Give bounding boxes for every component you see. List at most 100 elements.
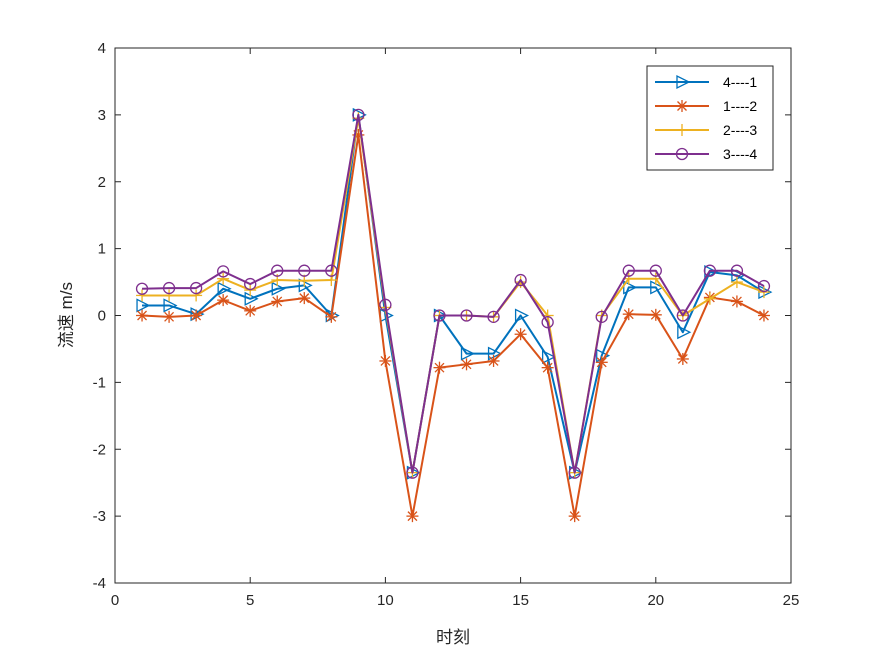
data-point [244, 277, 257, 291]
data-point [352, 108, 365, 122]
data-point [460, 346, 475, 361]
y-tick-label: -4 [93, 575, 106, 592]
legend-marker [675, 147, 689, 161]
legend-marker [676, 124, 688, 136]
legend-label: 1----2 [723, 98, 757, 114]
y-tick-label: 3 [98, 107, 106, 124]
data-point [379, 298, 392, 311]
data-point [568, 510, 581, 523]
legend: 4----1 1----2 2----3 3----4 [646, 65, 774, 171]
legend-entry: 3----4 [655, 146, 757, 162]
data-point [541, 316, 554, 329]
data-point [163, 289, 176, 302]
data-point [271, 281, 286, 296]
y-tick-label: -3 [93, 508, 106, 525]
data-point [676, 352, 689, 365]
data-point [703, 292, 716, 305]
legend-marker [676, 100, 688, 112]
x-tick-label: 15 [512, 592, 529, 609]
series-4 [135, 108, 771, 479]
series-2 [136, 128, 770, 523]
data-point [487, 346, 503, 361]
legend-entry: 4----1 [655, 74, 757, 90]
data-point [649, 308, 662, 321]
data-point [730, 295, 743, 308]
data-point [217, 294, 230, 307]
data-point [541, 361, 554, 374]
data-point [298, 264, 311, 277]
data-point [135, 282, 149, 295]
data-point [514, 328, 527, 341]
data-point [460, 358, 473, 371]
y-tick-label: 2 [98, 174, 106, 191]
data-point [244, 304, 257, 317]
x-axis-label: 时刻 [436, 628, 470, 647]
data-point [217, 265, 230, 278]
data-point [271, 295, 284, 308]
legend-label: 4----1 [723, 74, 757, 90]
data-point [136, 289, 149, 302]
data-point [406, 510, 419, 523]
data-point [406, 466, 419, 479]
series-line [141, 133, 765, 518]
legend-label: 3----4 [723, 146, 757, 162]
series-layer [135, 107, 773, 523]
data-point [433, 361, 446, 374]
legend-entry: 1----2 [655, 98, 757, 114]
data-point [190, 289, 203, 302]
data-point [757, 309, 770, 322]
data-point [136, 298, 151, 313]
data-point [757, 279, 771, 293]
data-point [568, 466, 581, 479]
data-point [595, 356, 608, 369]
data-point [514, 308, 530, 323]
data-point [622, 264, 635, 277]
data-point [190, 309, 203, 322]
y-tick-label: 4 [98, 40, 106, 57]
legend-label: 2----3 [723, 122, 757, 138]
legend-marker [676, 74, 691, 90]
y-tick-label: -1 [93, 374, 106, 391]
x-tick-label: 20 [647, 592, 664, 609]
data-point [217, 272, 230, 285]
data-point [541, 349, 557, 365]
data-point [162, 281, 176, 295]
x-tick-label: 25 [783, 592, 800, 609]
data-point [189, 281, 203, 295]
plot-frame [114, 47, 792, 584]
data-point [595, 310, 608, 323]
data-point [460, 309, 473, 322]
x-tick-label: 5 [246, 592, 254, 609]
data-point [244, 291, 259, 306]
x-tick-label: 0 [111, 592, 119, 609]
data-point [271, 264, 284, 277]
y-tick-label: -2 [93, 441, 106, 458]
data-point [298, 278, 313, 293]
data-point [325, 264, 338, 277]
data-point [136, 309, 149, 322]
data-point [487, 310, 500, 323]
y-tick-label: 1 [98, 241, 106, 258]
y-axis-label: 流速 m/s [57, 282, 76, 348]
data-point [730, 264, 744, 277]
data-point [487, 354, 500, 367]
x-tick-label: 10 [377, 592, 394, 609]
data-point [163, 310, 176, 323]
data-point [163, 298, 178, 313]
data-point [433, 309, 446, 322]
data-point [217, 281, 232, 296]
data-point [514, 273, 527, 287]
data-point [623, 280, 638, 295]
legend-box [646, 65, 774, 171]
legend-entry: 2----3 [655, 122, 757, 138]
data-point [325, 310, 338, 323]
data-point [622, 308, 635, 321]
data-point [650, 280, 665, 295]
data-point [298, 292, 311, 305]
data-point [703, 264, 717, 277]
data-point [730, 276, 743, 289]
data-point [379, 354, 392, 367]
data-point [676, 309, 689, 322]
data-point [649, 264, 662, 277]
